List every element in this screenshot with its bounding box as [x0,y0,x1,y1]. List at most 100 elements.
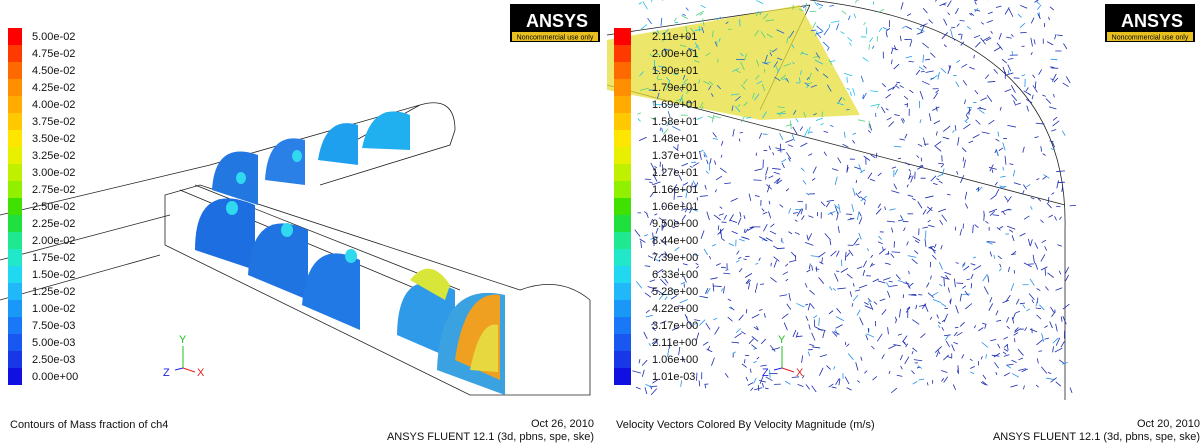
vector [943,137,949,139]
colorbar-label: 2.00e-02 [32,235,75,247]
vector [1057,180,1059,188]
vector [808,127,810,135]
vector [878,242,883,244]
vector [934,121,940,124]
vector [981,38,986,44]
vector [957,332,963,335]
vector [802,355,803,362]
vector [990,251,992,256]
date: Oct 26, 2010 [531,418,594,430]
vector [752,336,758,341]
vector [941,68,946,73]
vector [1037,358,1038,363]
logo: ANSYS [526,11,588,31]
vector [858,120,865,121]
vector [798,384,804,386]
vector [876,209,881,215]
vector [775,148,780,149]
vector [887,282,890,287]
vector [772,168,781,169]
vector [919,67,924,70]
vector [788,145,793,147]
vector [879,28,882,32]
vector [866,335,868,340]
vector [1020,5,1027,8]
colorbar-label: 1.00e-02 [32,303,75,315]
vector [730,220,737,222]
vector [1012,235,1014,241]
vector [995,150,997,153]
vector [1055,34,1057,39]
vector [636,387,641,389]
vector [930,317,931,320]
vector [996,372,997,375]
vector [946,341,949,347]
vector [841,268,848,272]
vector [860,317,864,325]
vector [1008,70,1009,74]
logo-note: Noncommercial use only [517,35,594,42]
vector [1042,95,1045,96]
vector [960,294,961,302]
vector [941,164,944,167]
vector [849,43,851,46]
vector [929,19,933,23]
vector [960,322,965,326]
vector [682,163,688,166]
vector [939,262,942,269]
vector [844,132,845,138]
vector [870,179,875,181]
vector [1036,385,1038,387]
vector [861,76,863,82]
vector [855,290,860,291]
vector [867,248,869,251]
high-velocity-band [607,5,860,120]
vector [880,299,886,301]
colorbar-swatch [614,113,631,130]
vector [920,334,925,338]
vector [751,345,756,349]
vector [914,360,922,361]
vector [981,22,984,24]
vector [1003,142,1005,150]
vector [729,214,733,221]
vector [813,315,817,317]
vector [871,255,873,258]
vector [957,24,960,27]
vector [869,37,872,42]
vector [934,244,936,248]
colorbar-label: 2.50e-03 [32,354,75,366]
vector [838,158,841,164]
vector [829,287,832,291]
vector [971,283,972,288]
colorbar-label: 7.39e+00 [652,252,698,264]
vector [704,249,708,255]
vector [891,388,897,393]
vector [760,284,764,285]
vector [912,348,917,352]
vector [1005,89,1011,91]
vector [767,184,772,189]
vector [696,266,699,268]
vector [948,13,950,15]
vector [905,134,907,138]
vector [1065,267,1069,274]
vector [912,351,913,354]
vector [704,155,705,158]
colorbar-swatch [8,181,22,198]
vector [983,375,986,379]
vector [963,224,964,229]
vector [720,168,726,173]
vector [955,125,956,130]
vector [804,130,808,138]
vector [961,64,967,67]
vector [962,148,966,152]
vector [974,35,980,37]
vector [808,352,810,356]
vector [726,269,729,270]
vector [1007,226,1015,229]
vector [842,11,846,14]
vector [729,243,734,245]
vector [918,366,922,369]
vector [975,42,980,47]
